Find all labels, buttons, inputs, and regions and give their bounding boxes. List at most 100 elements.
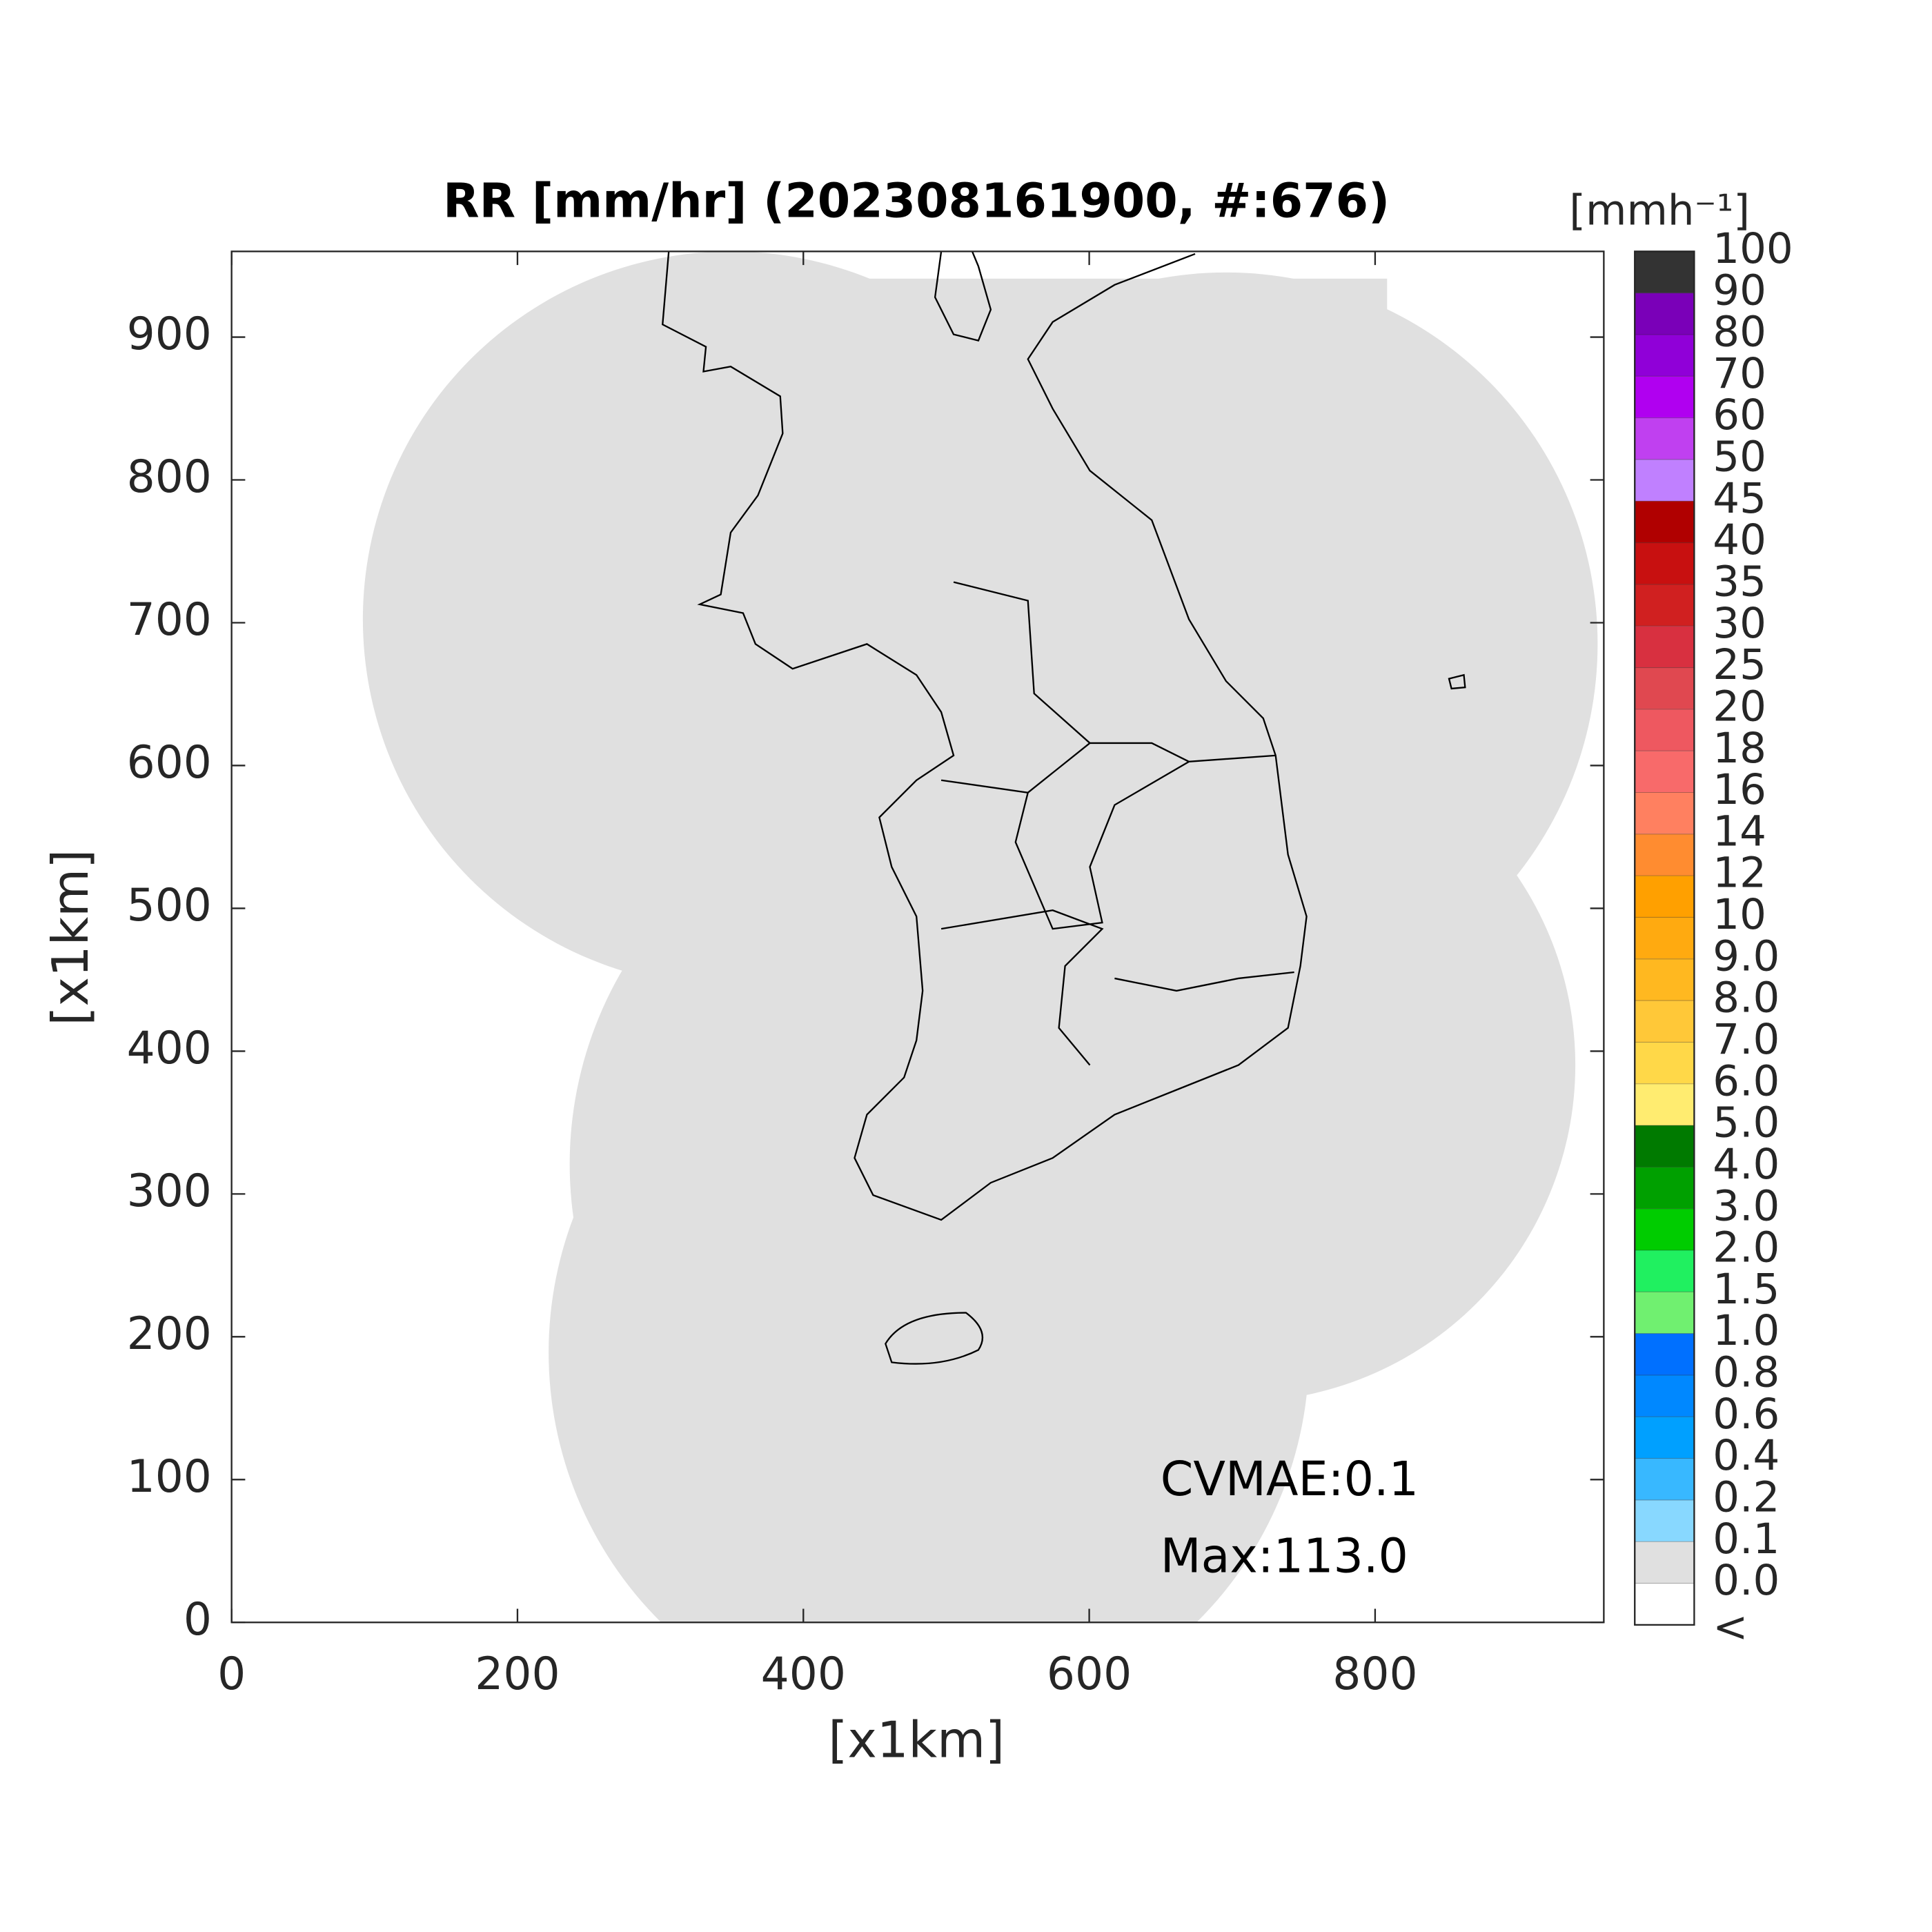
coverage-circle bbox=[549, 972, 1310, 1623]
radar-coverage bbox=[362, 251, 1598, 1623]
colorbar-segment bbox=[1635, 1292, 1695, 1334]
colorbar-segment bbox=[1635, 584, 1695, 627]
y-tick-label: 600 bbox=[127, 737, 212, 789]
colorbar-label: 25 bbox=[1713, 640, 1766, 689]
x-tick-label: 400 bbox=[761, 1648, 846, 1700]
colorbar-label: 0.0 bbox=[1713, 1556, 1780, 1605]
colorbar-segment bbox=[1635, 1250, 1695, 1292]
colorbar-label: 5.0 bbox=[1713, 1098, 1780, 1147]
province-borders bbox=[940, 581, 1294, 1066]
colorbar-label: 30 bbox=[1713, 599, 1766, 648]
colorbar-label: 16 bbox=[1713, 765, 1766, 814]
colorbar-segment bbox=[1635, 501, 1695, 543]
y-tick-label: 200 bbox=[127, 1308, 212, 1360]
colorbar-label: 0.8 bbox=[1713, 1348, 1780, 1397]
colorbar-label: 60 bbox=[1713, 391, 1766, 440]
colorbar-segment bbox=[1635, 709, 1695, 751]
colorbar-segment bbox=[1635, 1042, 1695, 1084]
colorbar-label: 9.0 bbox=[1713, 931, 1780, 980]
x-tick-label: 200 bbox=[475, 1648, 560, 1700]
colorbar-segment bbox=[1635, 792, 1695, 834]
colorbar-label: 2.0 bbox=[1713, 1223, 1780, 1272]
colorbar-segment bbox=[1635, 1583, 1695, 1625]
colorbar-segment bbox=[1635, 626, 1695, 668]
colorbar-segment bbox=[1635, 542, 1695, 584]
colorbar-label: 45 bbox=[1713, 474, 1766, 523]
colorbar-label: 6.0 bbox=[1713, 1056, 1780, 1105]
colorbar-label: 1.5 bbox=[1713, 1265, 1780, 1314]
colorbar-segment bbox=[1635, 751, 1695, 793]
colorbar-label: 20 bbox=[1713, 682, 1766, 731]
coastlines bbox=[662, 251, 1466, 1365]
colorbar-label: 0.1 bbox=[1713, 1515, 1780, 1564]
colorbar-label: 50 bbox=[1713, 433, 1766, 482]
colorbar-segment bbox=[1635, 1208, 1695, 1251]
colorbar-segment bbox=[1635, 667, 1695, 709]
colorbar-segment bbox=[1635, 1417, 1695, 1459]
y-tick-label: 100 bbox=[127, 1451, 212, 1503]
colorbar-label: 8.0 bbox=[1713, 974, 1780, 1023]
colorbar-segment bbox=[1635, 1541, 1695, 1584]
colorbar-label: 12 bbox=[1713, 849, 1766, 898]
coverage-fill bbox=[693, 278, 1388, 774]
chart-title: RR [mm/hr] (202308161900, #:676) bbox=[443, 175, 1390, 229]
colorbar-segment bbox=[1635, 251, 1695, 293]
colorbar-label: 35 bbox=[1713, 558, 1766, 607]
colorbar-segment bbox=[1635, 1499, 1695, 1542]
colorbar-segment bbox=[1635, 334, 1695, 377]
y-axis-label: [x1km] bbox=[41, 849, 99, 1026]
island bbox=[1448, 673, 1466, 690]
colorbar-label: 7.0 bbox=[1713, 1015, 1780, 1064]
colorbar-label: 10 bbox=[1713, 890, 1766, 939]
colorbar-label: 80 bbox=[1713, 308, 1766, 357]
colorbar-label: 4.0 bbox=[1713, 1140, 1780, 1189]
colorbar-label: 100 bbox=[1713, 224, 1793, 273]
y-tick-label: 500 bbox=[127, 880, 212, 931]
colorbar-label: 0.4 bbox=[1713, 1431, 1780, 1480]
y-tick-label: 400 bbox=[127, 1023, 212, 1074]
colorbar-segment bbox=[1635, 1167, 1695, 1209]
annotation: CVMAE:0.1 bbox=[1161, 1452, 1419, 1507]
colorbar-segment bbox=[1635, 1374, 1695, 1417]
colorbar-segment bbox=[1635, 834, 1695, 876]
coastline bbox=[662, 251, 1308, 1221]
x-tick-label: 0 bbox=[217, 1648, 246, 1700]
colorbar-label: 90 bbox=[1713, 266, 1766, 315]
colorbar-segment bbox=[1635, 293, 1695, 335]
y-tick-label: 700 bbox=[127, 594, 212, 646]
colorbar-label: 0.2 bbox=[1713, 1473, 1780, 1522]
y-tick-label: 900 bbox=[127, 308, 212, 360]
x-tick-label: 800 bbox=[1332, 1648, 1417, 1700]
y-tick-label: 0 bbox=[184, 1594, 212, 1646]
colorbar-segment bbox=[1635, 1125, 1695, 1167]
annotation: Max:113.0 bbox=[1161, 1529, 1408, 1584]
colorbar-segment bbox=[1635, 376, 1695, 418]
colorbar-segment bbox=[1635, 917, 1695, 959]
x-tick-label: 600 bbox=[1047, 1648, 1132, 1700]
colorbar-segment bbox=[1635, 1000, 1695, 1043]
colorbar-label: 3.0 bbox=[1713, 1181, 1780, 1230]
colorbar-label: 18 bbox=[1713, 724, 1766, 773]
colorbar-segment bbox=[1635, 1083, 1695, 1126]
y-tick-label: 800 bbox=[127, 451, 212, 503]
plot-frame bbox=[230, 250, 1605, 1624]
colorbar-under-label: < bbox=[1713, 1603, 1748, 1652]
colorbar-unit: [mmh⁻¹] bbox=[1569, 186, 1750, 235]
colorbar-segment bbox=[1635, 1333, 1695, 1375]
colorbar-segment bbox=[1635, 958, 1695, 1001]
y-tick-label: 300 bbox=[127, 1165, 212, 1217]
colorbar-label: 0.6 bbox=[1713, 1390, 1780, 1439]
colorbar-segment bbox=[1635, 417, 1695, 460]
x-axis-label: [x1km] bbox=[828, 1711, 1005, 1769]
colorbar-label: 1.0 bbox=[1713, 1306, 1780, 1355]
colorbar-segment bbox=[1635, 459, 1695, 502]
jeju-island bbox=[885, 1312, 984, 1365]
border bbox=[934, 251, 992, 342]
colorbar-frame bbox=[1634, 250, 1695, 1626]
colorbar-segment bbox=[1635, 1458, 1695, 1500]
colorbar-label: 14 bbox=[1713, 807, 1766, 856]
colorbar-label: 70 bbox=[1713, 349, 1766, 398]
colorbar-label: 40 bbox=[1713, 515, 1766, 564]
colorbar-segment bbox=[1635, 876, 1695, 918]
